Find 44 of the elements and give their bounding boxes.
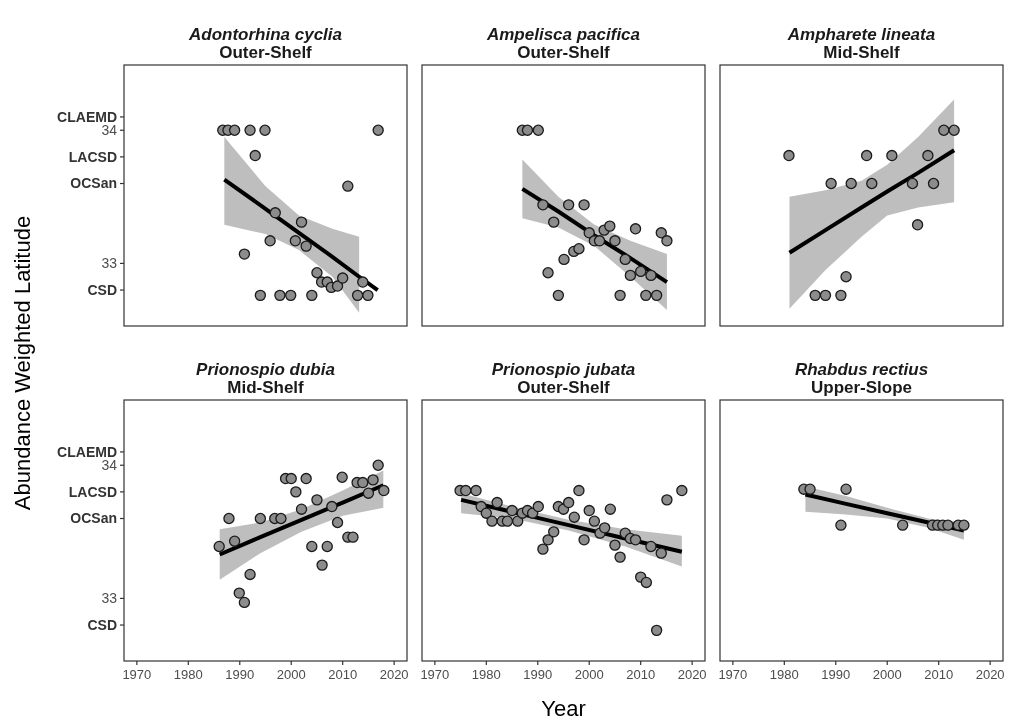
x-tick-label: 2020 [379, 667, 409, 682]
y-tick-label: 33 [101, 255, 118, 272]
x-tick-label: 1980 [769, 667, 799, 682]
chart-subtitle: Outer-Shelf [517, 43, 611, 62]
x-tick-label: 2010 [328, 667, 358, 682]
chart-title: Ampharete lineata [786, 25, 936, 44]
y-tick-label: CSD [87, 616, 117, 633]
y-tick-label: OCSan [70, 510, 117, 527]
y-tick-label: 34 [101, 122, 118, 139]
x-tick-label: 1980 [471, 667, 501, 682]
x-tick-label: 1970 [420, 667, 450, 682]
x-tick-label: 1980 [173, 667, 203, 682]
chart-subtitle: Upper-Slope [810, 378, 913, 397]
x-tick-label: 2010 [626, 667, 656, 682]
x-tick-label: 2000 [872, 667, 902, 682]
x-tick-label: 2000 [574, 667, 604, 682]
y-tick-label: LACSD [68, 483, 117, 500]
x-tick-label: 1990 [225, 667, 255, 682]
chart-title: Prionospio dubia [196, 360, 335, 379]
y-tick-label: CSD [87, 281, 117, 298]
y-tick-label: 33 [101, 590, 118, 607]
y-tick-label: CLAEMD [57, 108, 117, 125]
y-tick-label: LACSD [68, 148, 117, 165]
x-tick-label: 2020 [677, 667, 707, 682]
x-axis-title: Year [541, 696, 586, 721]
chart-title: Prionospio jubata [491, 360, 636, 379]
chart-subtitle: Mid-Shelf [823, 43, 901, 62]
x-tick-label: 2010 [924, 667, 954, 682]
chart-subtitle: Mid-Shelf [227, 378, 305, 397]
x-tick-label: 1990 [523, 667, 553, 682]
x-tick-label: 2020 [975, 667, 1005, 682]
chart-title: Ampelisca pacifica [485, 25, 641, 44]
x-tick-label: 1970 [122, 667, 152, 682]
x-tick-label: 2000 [276, 667, 306, 682]
y-axis-title: Abundance Weighted Latitude [10, 215, 35, 511]
chart-subtitle: Outer-Shelf [219, 43, 313, 62]
y-tick-label: CLAEMD [57, 443, 117, 460]
y-tick-label: OCSan [70, 175, 117, 192]
chart-title: Rhabdus rectius [794, 360, 929, 379]
y-tick-label: 34 [101, 457, 118, 474]
chart-title: Adontorhina cyclia [187, 25, 343, 44]
x-tick-label: 1990 [821, 667, 851, 682]
chart-subtitle: Outer-Shelf [517, 378, 611, 397]
x-tick-label: 1970 [718, 667, 748, 682]
